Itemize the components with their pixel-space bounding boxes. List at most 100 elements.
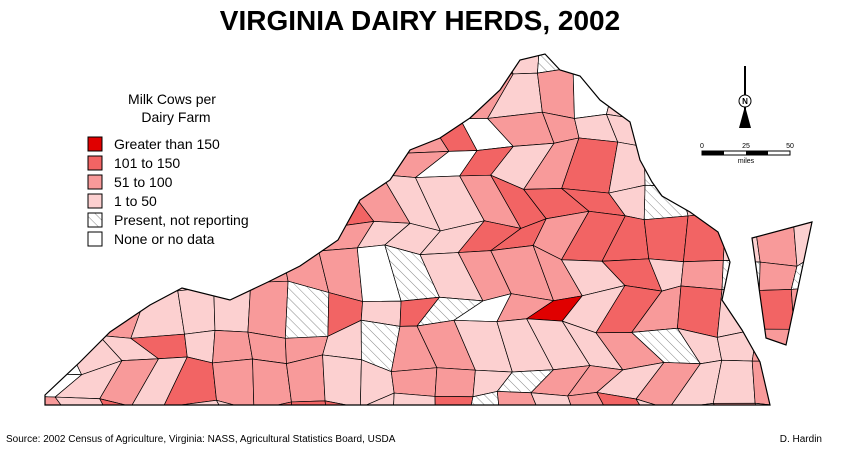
county (751, 328, 797, 363)
county (420, 54, 486, 75)
county (715, 79, 762, 110)
county (744, 54, 808, 83)
county (56, 213, 112, 266)
county (312, 54, 370, 84)
legend-title: Dairy Farm (141, 109, 210, 125)
legend-label: 51 to 100 (114, 174, 173, 190)
county (823, 151, 841, 182)
county (315, 108, 376, 159)
county (355, 392, 395, 405)
county (786, 79, 812, 113)
north-label: N (742, 97, 748, 106)
legend-label: 101 to 150 (114, 155, 180, 171)
county (667, 403, 733, 405)
county (830, 245, 841, 294)
county (247, 280, 289, 339)
county (755, 101, 790, 153)
county (827, 338, 841, 363)
county (56, 258, 118, 289)
county (795, 361, 812, 405)
county (572, 54, 618, 74)
county (820, 110, 841, 156)
county (253, 106, 295, 159)
county (753, 179, 794, 216)
county (253, 78, 299, 109)
county (286, 179, 331, 230)
legend-swatch (87, 136, 103, 152)
county (45, 54, 76, 74)
county (347, 54, 406, 84)
county (685, 108, 719, 144)
legend-swatch (87, 193, 103, 209)
county (537, 67, 575, 119)
legend-swatch (87, 231, 103, 247)
county (54, 396, 123, 405)
county (716, 289, 760, 338)
county (216, 104, 255, 159)
county (606, 68, 646, 121)
county (286, 354, 326, 403)
scale-tick-label: 25 (742, 143, 750, 150)
county (45, 259, 84, 296)
county (211, 77, 263, 107)
county (209, 257, 254, 287)
legend-swatch (87, 174, 103, 190)
county (714, 183, 759, 216)
county (824, 353, 841, 406)
county (680, 54, 722, 81)
scale-tick-label: 0 (700, 143, 704, 150)
legend-label: None or no data (114, 231, 215, 247)
legend-swatch (87, 155, 103, 171)
county (68, 54, 110, 70)
county (99, 398, 158, 405)
county (755, 79, 808, 105)
county (530, 392, 585, 405)
county (643, 54, 682, 69)
county (793, 328, 812, 364)
county (253, 401, 294, 405)
county (635, 362, 702, 405)
county (422, 71, 486, 120)
county (272, 54, 336, 87)
source-note: Source: 2002 Census of Agriculture, Virg… (6, 434, 396, 445)
county (496, 391, 550, 405)
county (250, 258, 289, 283)
county (252, 358, 292, 405)
county (753, 211, 798, 267)
scale-tick-label: 50 (786, 143, 794, 150)
county (45, 137, 77, 192)
county (273, 78, 336, 112)
county (712, 402, 763, 405)
county (211, 54, 263, 80)
county (72, 65, 113, 121)
county (785, 149, 812, 180)
county (643, 184, 689, 221)
county (349, 108, 404, 159)
county (315, 78, 370, 112)
county (537, 54, 574, 74)
county (715, 103, 762, 153)
county (349, 76, 406, 110)
county (141, 264, 179, 293)
county (758, 261, 798, 291)
county (45, 116, 75, 139)
county (45, 319, 83, 376)
legend: Milk Cows per Dairy Farm Greater than 15… (87, 91, 249, 247)
county (830, 222, 841, 252)
county (322, 354, 362, 405)
county (613, 54, 646, 74)
county (110, 264, 148, 293)
scale-bar: 0 25 50 miles (700, 143, 794, 165)
county (289, 153, 340, 181)
county (177, 286, 216, 335)
county (55, 284, 118, 336)
county (145, 54, 182, 77)
county (820, 85, 841, 112)
county (824, 405, 841, 427)
county (811, 54, 812, 87)
north-arrow: N (738, 66, 752, 128)
county (785, 177, 812, 222)
county (216, 148, 255, 191)
county (99, 358, 160, 405)
county (434, 396, 474, 405)
